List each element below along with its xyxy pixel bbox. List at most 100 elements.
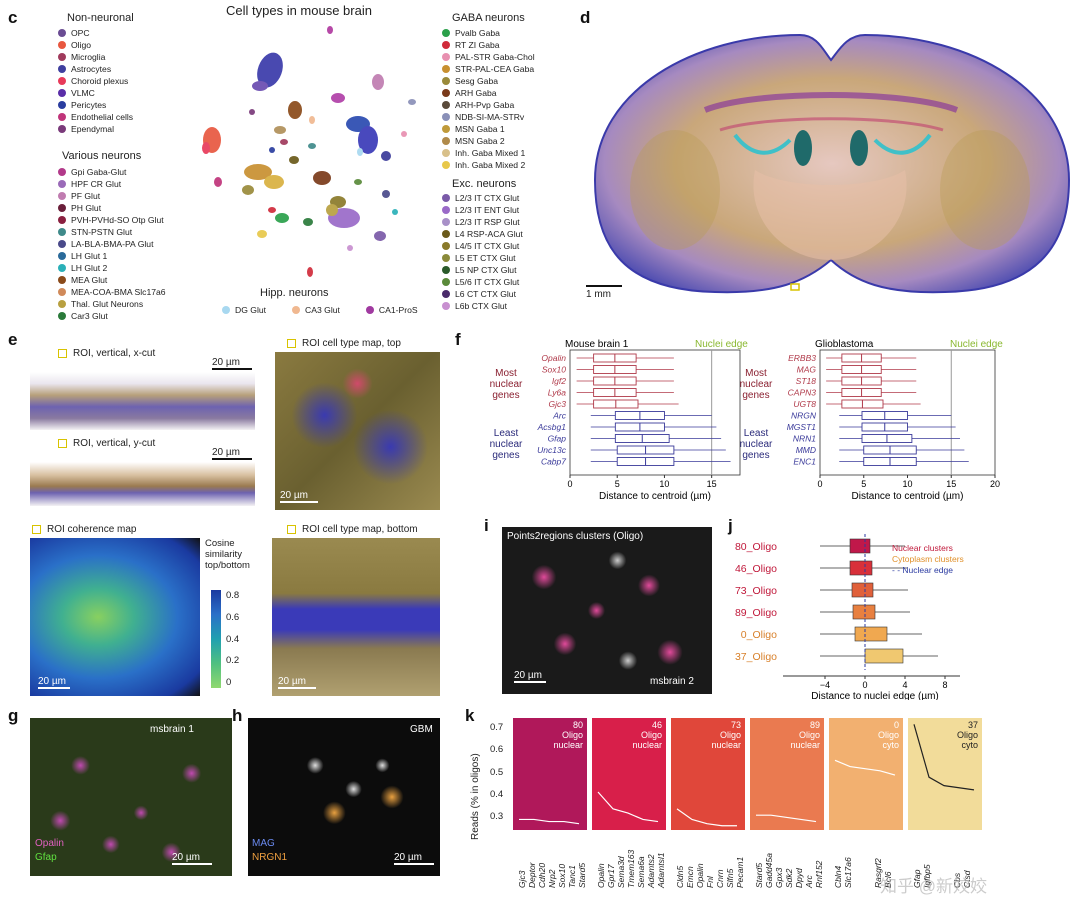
various-neuron-item: PF Glut [58, 190, 166, 202]
panel-g-gene1: Opalin [35, 838, 64, 849]
legend-label: ARH Gaba [455, 88, 497, 98]
gene-tick-label: Emcn [685, 866, 695, 888]
legend-label: PF Glut [71, 191, 101, 201]
roi-x-title: ROI, vertical, x-cut [58, 348, 155, 359]
gaba-neuron-item: Pvalb Gaba [442, 27, 535, 39]
gene-tick-label: Adamts2 [646, 854, 656, 888]
gene-tick-label: Nrp2 [547, 869, 557, 888]
legend-title-gaba: GABA neurons [452, 12, 525, 24]
cluster-card-label: Oligo [798, 730, 820, 740]
legend-label: Microglia [71, 52, 106, 62]
legend-dot-icon [58, 41, 66, 49]
y-tick: 0.4 [490, 788, 504, 800]
colorbar-tick: 0.6 [226, 611, 240, 623]
legend-label: LA-BLA-BMA-PA Glut [71, 239, 154, 249]
legend-label: Thal. Glut Neurons [71, 299, 144, 309]
roi-coherence-scale: 20 µm [38, 676, 70, 691]
axis-tick-label: 5 [615, 479, 620, 489]
axis-tick-label: 15 [707, 479, 717, 489]
x-axis-label: Distance to centroid (µm) [599, 491, 711, 502]
cluster-label: 0_Oligo [741, 629, 777, 641]
axis-tick-label: −4 [820, 680, 830, 690]
legend-label: VLMC [71, 88, 95, 98]
legend-label: MEA-COA-BMA Slc17a6 [71, 287, 166, 297]
legend-dot-icon [292, 306, 301, 314]
gene-label: CAPN3 [788, 388, 817, 398]
legend-dot-icon [58, 252, 66, 260]
cluster-label: 73_Oligo [735, 585, 777, 597]
legend-dot-icon [58, 240, 66, 248]
gene-label: Opalin [541, 353, 566, 363]
legend-label: CA1-ProS [378, 305, 418, 315]
gaba-neuron-item: Sesg Gaba [442, 75, 535, 87]
y-tick: 0.5 [490, 766, 504, 778]
legend-dot-icon [58, 228, 66, 236]
cluster-card-label: Oligo [640, 730, 662, 740]
gene-label: Acsbg1 [537, 422, 567, 432]
gene-tick-label: Sema3d [616, 856, 626, 888]
axis-tick-label: 0 [862, 680, 867, 690]
umap-scatter [202, 26, 416, 277]
legend-label: Inh. Gaba Mixed 1 [455, 148, 526, 158]
y-tick: 0.7 [490, 722, 504, 733]
gene-tick-label: Adamtsl1 [656, 852, 666, 888]
legend-label: Choroid plexus [71, 76, 129, 86]
cluster-label: 80_Oligo [735, 541, 777, 553]
panel-label-h: h [232, 706, 243, 725]
non-neuronal-item: Oligo [58, 39, 133, 51]
group-label-most: Most [495, 368, 517, 379]
box [864, 648, 904, 664]
colorbar-tick: 0.2 [226, 655, 240, 667]
x-axis-label: Distance to centroid (µm) [852, 491, 964, 502]
cluster-curve-line [913, 724, 975, 791]
gaba-neuron-item: ARH-Pvp Gaba [442, 99, 535, 111]
non-neuronal-item: Ependymal [58, 123, 133, 135]
panel-h-scale: 20 µm [394, 852, 434, 867]
legend-label: Oligo [71, 40, 92, 50]
legend-cytoplasm: Cytoplasm clusters [892, 554, 964, 564]
legend-label: PVH-PVHd-SO Otp Glut [71, 215, 164, 225]
cluster-curve [913, 724, 975, 791]
axis-tick-label: 0 [567, 479, 572, 489]
cluster-card-label: nuclear [632, 740, 662, 750]
roi-y-cut-image [30, 462, 255, 506]
gene-tick-label: Gpr17 [606, 864, 616, 888]
cluster-card-label: 0 [893, 720, 899, 730]
non-neuronal-item: Pericytes [58, 99, 133, 111]
gene-tick-label: Slc17a6 [843, 857, 853, 888]
panel-label-e: e [8, 330, 18, 349]
axis-tick-label: 8 [942, 680, 947, 690]
legend-label: Sesg Gaba [455, 76, 498, 86]
axis-tick-label: 0 [817, 479, 822, 489]
non-neuronal-item: OPC [58, 27, 133, 39]
gene-tick-label: Rnf152 [814, 860, 824, 888]
legend-label: CA3 Glut [305, 305, 340, 315]
cluster-label: 89_Oligo [735, 607, 777, 619]
legend-label: Car3 Glut [71, 311, 108, 321]
gene-tick-label: Opalin [596, 863, 606, 888]
legend-dot-icon [442, 125, 450, 133]
brain-section-image [593, 33, 1071, 294]
legend-dot-icon [365, 306, 374, 314]
cluster-card-title: 80 Oligo nuclear [553, 720, 583, 750]
legend-label: L5 ET CTX Glut [455, 253, 516, 263]
cluster-card: 37 Oligo cyto [908, 718, 982, 830]
gene-tick-label: Stard5 [577, 862, 587, 888]
various-neuron-item: LA-BLA-BMA-PA Glut [58, 238, 166, 250]
hipp-neuron-item: CA3 Glut [292, 304, 340, 316]
legend-dot-icon [58, 168, 66, 176]
legend-non-neuronal: OPC Oligo Microglia Astrocytes Choroid plexu… [58, 27, 133, 135]
cluster-curve-line [519, 818, 580, 825]
panel-i-title: Points2regions clusters (Oligo) [507, 531, 644, 542]
panel-i-sample: msbrain 2 [650, 676, 694, 687]
roi-bottom-image [272, 538, 440, 696]
cluster-card-label: Oligo [561, 730, 583, 740]
various-neuron-item: LH Glut 1 [58, 250, 166, 262]
roi-x-scale: 20 µm [212, 357, 252, 372]
box [854, 626, 888, 642]
legend-label: L5 NP CTX Glut [455, 265, 517, 275]
group-label-least: genes [742, 450, 769, 461]
exc-neuron-item: L4 RSP-ACA Glut [442, 228, 523, 240]
gene-label: Gjc3 [549, 399, 567, 409]
